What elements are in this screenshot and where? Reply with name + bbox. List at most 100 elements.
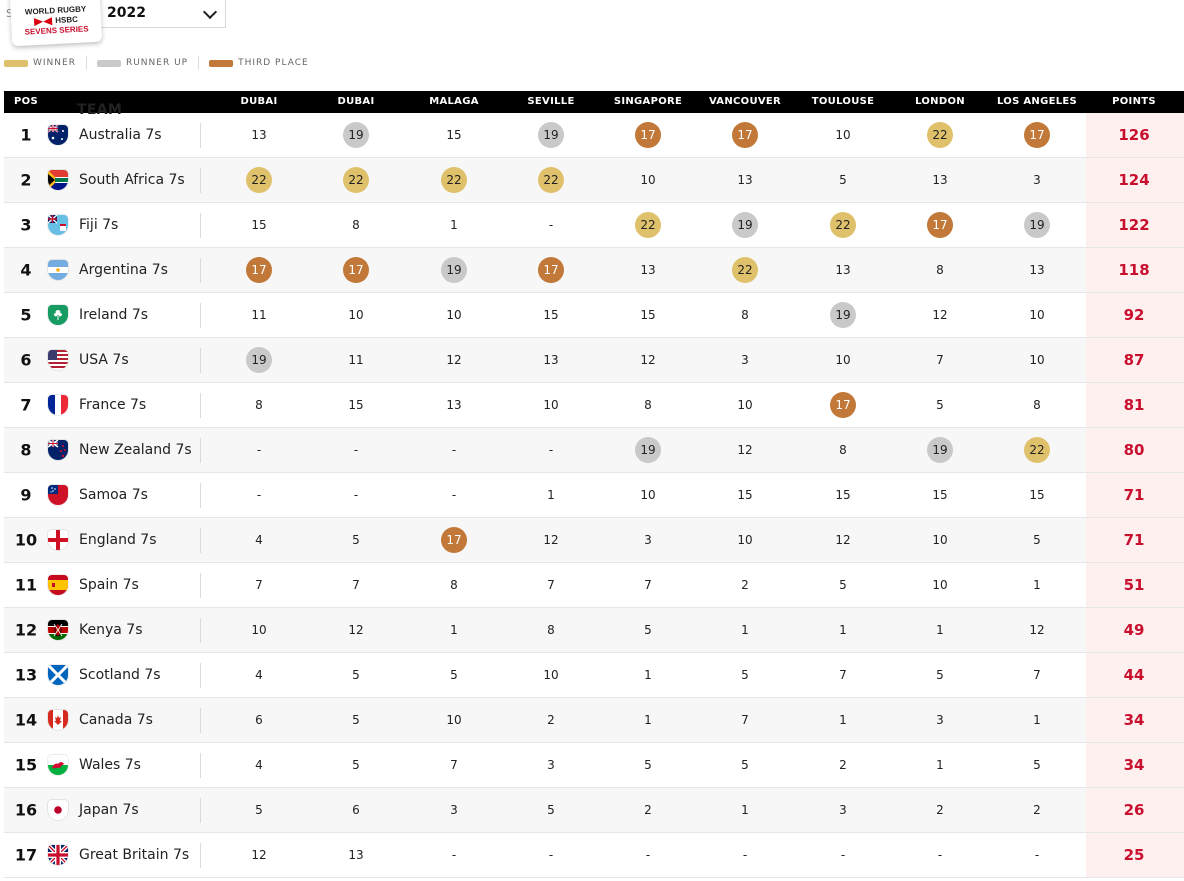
total-points: 25 [1123,846,1145,864]
event-score: 22 [830,212,856,238]
table-row[interactable]: 14 Canada 7s 6 5 10 2 1 7 1 3 1 34 [4,698,1184,743]
event-score: 2 [936,803,944,817]
event-score: 19 [635,437,661,463]
total-points: 26 [1123,801,1145,819]
position-number: 9 [20,485,32,505]
team-name[interactable]: Fiji 7s [79,217,119,233]
event-score: 12 [348,623,364,637]
team-name[interactable]: Spain 7s [79,577,139,593]
column-divider [200,663,201,688]
table-row[interactable]: 16 Japan 7s 5 6 3 5 2 1 3 2 2 26 [4,788,1184,833]
team-name[interactable]: South Africa 7s [79,172,185,188]
event-score: 8 [352,218,360,232]
event-score: 11 [348,353,364,367]
table-row[interactable]: 13 Scotland 7s 4 5 5 10 1 5 7 5 7 44 [4,653,1184,698]
season-dropdown[interactable]: 2022 [96,0,226,28]
event-score: 10 [932,533,948,547]
column-header-event[interactable]: TOULOUSE [811,96,875,107]
column-header-event[interactable]: DUBAI [337,96,375,107]
team-name[interactable]: France 7s [79,397,147,413]
table-row[interactable]: 5 Ireland 7s 11 10 10 15 15 8 19 12 10 92 [4,293,1184,338]
event-score: 19 [1024,212,1050,238]
team-name[interactable]: USA 7s [79,352,129,368]
table-row[interactable]: 3 Fiji 7s 15 8 1 - 22 19 22 17 19 122 [4,203,1184,248]
event-score: 10 [348,308,364,322]
table-row[interactable]: 10 England 7s 4 5 17 12 3 10 12 10 5 71 [4,518,1184,563]
event-score: 8 [1033,398,1041,412]
column-header-event[interactable]: DUBAI [240,96,278,107]
team-name[interactable]: Canada 7s [79,712,153,728]
total-points: 51 [1123,576,1145,594]
total-points: 49 [1123,621,1145,639]
team-name[interactable]: England 7s [79,532,157,548]
event-score: 15 [251,218,267,232]
team-name[interactable]: Samoa 7s [79,487,148,503]
event-score: 1 [936,758,944,772]
team-name[interactable]: Kenya 7s [79,622,143,638]
table-row[interactable]: 17 Great Britain 7s 12 13 - - - - - - - 25 [4,833,1184,878]
team-name[interactable]: Japan 7s [79,802,139,818]
team-name[interactable]: Australia 7s [79,127,162,143]
team-name[interactable]: Wales 7s [79,757,141,773]
event-score: 3 [1033,173,1041,187]
event-score: 19 [538,122,564,148]
total-points: 81 [1123,396,1145,414]
column-header-event[interactable]: MALAGA [429,96,479,107]
event-score: 5 [839,578,847,592]
table-row[interactable]: 15 Wales 7s 4 5 7 3 5 5 2 1 5 34 [4,743,1184,788]
event-score: 10 [835,128,851,142]
column-divider [200,123,201,148]
table-row[interactable]: 2 South Africa 7s 22 22 22 22 10 13 5 13 3 124 [4,158,1184,203]
column-header-event[interactable]: SEVILLE [527,96,575,107]
team-name[interactable]: New Zealand 7s [79,442,192,458]
event-score: 4 [255,533,263,547]
table-row[interactable]: 11 Spain 7s 7 7 8 7 7 2 5 10 1 51 [4,563,1184,608]
table-row[interactable]: 4 Argentina 7s 17 17 19 17 13 22 13 8 13 118 [4,248,1184,293]
total-points: 71 [1123,486,1145,504]
team-name[interactable]: Scotland 7s [79,667,161,683]
event-score: 22 [343,167,369,193]
column-divider [200,168,201,193]
legend-label: RUNNER UP [125,58,189,68]
argentina-flag-icon [48,260,68,280]
team-name[interactable]: Ireland 7s [79,307,149,323]
table-row[interactable]: 8 New Zealand 7s - - - - 19 12 8 19 22 80 [4,428,1184,473]
column-header-points[interactable]: POINTS [1112,96,1156,107]
event-score: 4 [255,758,263,772]
team-name[interactable]: Argentina 7s [79,262,168,278]
event-score: 10 [446,713,462,727]
table-row[interactable]: 7 France 7s 8 15 13 10 8 10 17 5 8 81 [4,383,1184,428]
event-score: 15 [1029,488,1045,502]
table-row[interactable]: 6 USA 7s 19 11 12 13 12 3 10 7 10 87 [4,338,1184,383]
canada-flag-icon [48,710,68,730]
total-points: 44 [1123,666,1145,684]
column-header-event[interactable]: LONDON [915,96,965,107]
points-column-bg [1086,383,1184,427]
event-score: 17 [1024,122,1050,148]
south-africa-flag-icon [48,170,68,190]
points-column-bg [1086,653,1184,697]
column-divider [200,438,201,463]
event-score: 15 [348,398,364,412]
table-row[interactable]: 1 Australia 7s 13 19 15 19 17 17 10 22 17 126 [4,113,1184,158]
column-header-event[interactable]: SINGAPORE [613,96,683,107]
england-flag-icon [48,530,68,550]
table-row[interactable]: 12 Kenya 7s 10 12 1 8 5 1 1 1 12 49 [4,608,1184,653]
column-header-pos[interactable]: POS [14,96,38,107]
total-points: 87 [1123,351,1145,369]
event-score: 17 [635,122,661,148]
event-score: 10 [543,398,559,412]
event-score: 3 [450,803,458,817]
event-score: 5 [1033,758,1041,772]
table-row[interactable]: 9 Samoa 7s - - - 1 10 15 15 15 15 71 [4,473,1184,518]
japan-flag-icon [48,800,68,820]
total-points: 34 [1123,711,1145,729]
column-header-team[interactable]: TEAM [77,102,123,118]
event-score: 1 [1033,713,1041,727]
column-header-event[interactable]: VANCOUVER [708,96,782,107]
column-header-event[interactable]: LOS ANGELES [996,96,1078,107]
event-score: 10 [932,578,948,592]
team-name[interactable]: Great Britain 7s [79,847,190,863]
event-score: 22 [246,167,272,193]
event-score: - [451,848,457,862]
